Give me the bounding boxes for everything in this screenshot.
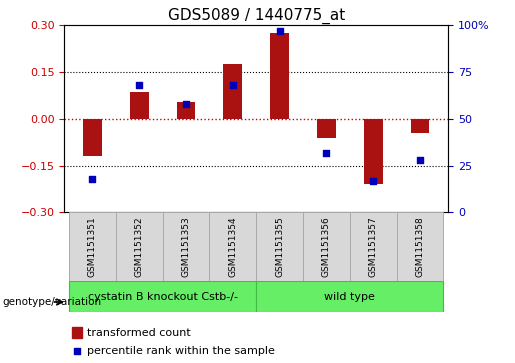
Point [369,178,377,183]
FancyBboxPatch shape [210,212,256,281]
Point [229,82,237,88]
Bar [410,119,430,133]
Text: wild type: wild type [324,292,375,302]
Point [73,348,81,354]
FancyBboxPatch shape [256,281,443,312]
FancyBboxPatch shape [397,212,443,281]
Text: genotype/variation: genotype/variation [3,297,101,307]
Text: GSM1151356: GSM1151356 [322,216,331,277]
Point [276,28,284,34]
Bar [83,119,102,156]
FancyBboxPatch shape [69,212,116,281]
FancyBboxPatch shape [116,212,163,281]
Text: GSM1151355: GSM1151355 [275,216,284,277]
Text: GSM1151351: GSM1151351 [88,216,97,277]
FancyBboxPatch shape [303,212,350,281]
Point [416,157,424,163]
Text: GSM1151358: GSM1151358 [416,216,424,277]
FancyBboxPatch shape [163,212,210,281]
Bar [130,93,149,119]
Bar [364,119,383,184]
Bar [72,327,82,338]
Bar [270,33,289,119]
Bar [177,102,195,119]
Point [322,150,331,155]
Text: transformed count: transformed count [88,327,191,338]
Text: percentile rank within the sample: percentile rank within the sample [88,346,276,356]
Text: GSM1151357: GSM1151357 [369,216,377,277]
Bar [317,119,336,138]
Text: GSM1151353: GSM1151353 [181,216,191,277]
FancyBboxPatch shape [69,281,256,312]
Text: GSM1151352: GSM1151352 [135,216,144,277]
Title: GDS5089 / 1440775_at: GDS5089 / 1440775_at [167,8,345,24]
Point [135,82,143,88]
Text: GSM1151354: GSM1151354 [228,216,237,277]
FancyBboxPatch shape [350,212,397,281]
Point [182,101,190,107]
Text: cystatin B knockout Cstb-/-: cystatin B knockout Cstb-/- [88,292,237,302]
Bar [224,64,242,119]
Point [89,176,97,182]
FancyBboxPatch shape [256,212,303,281]
